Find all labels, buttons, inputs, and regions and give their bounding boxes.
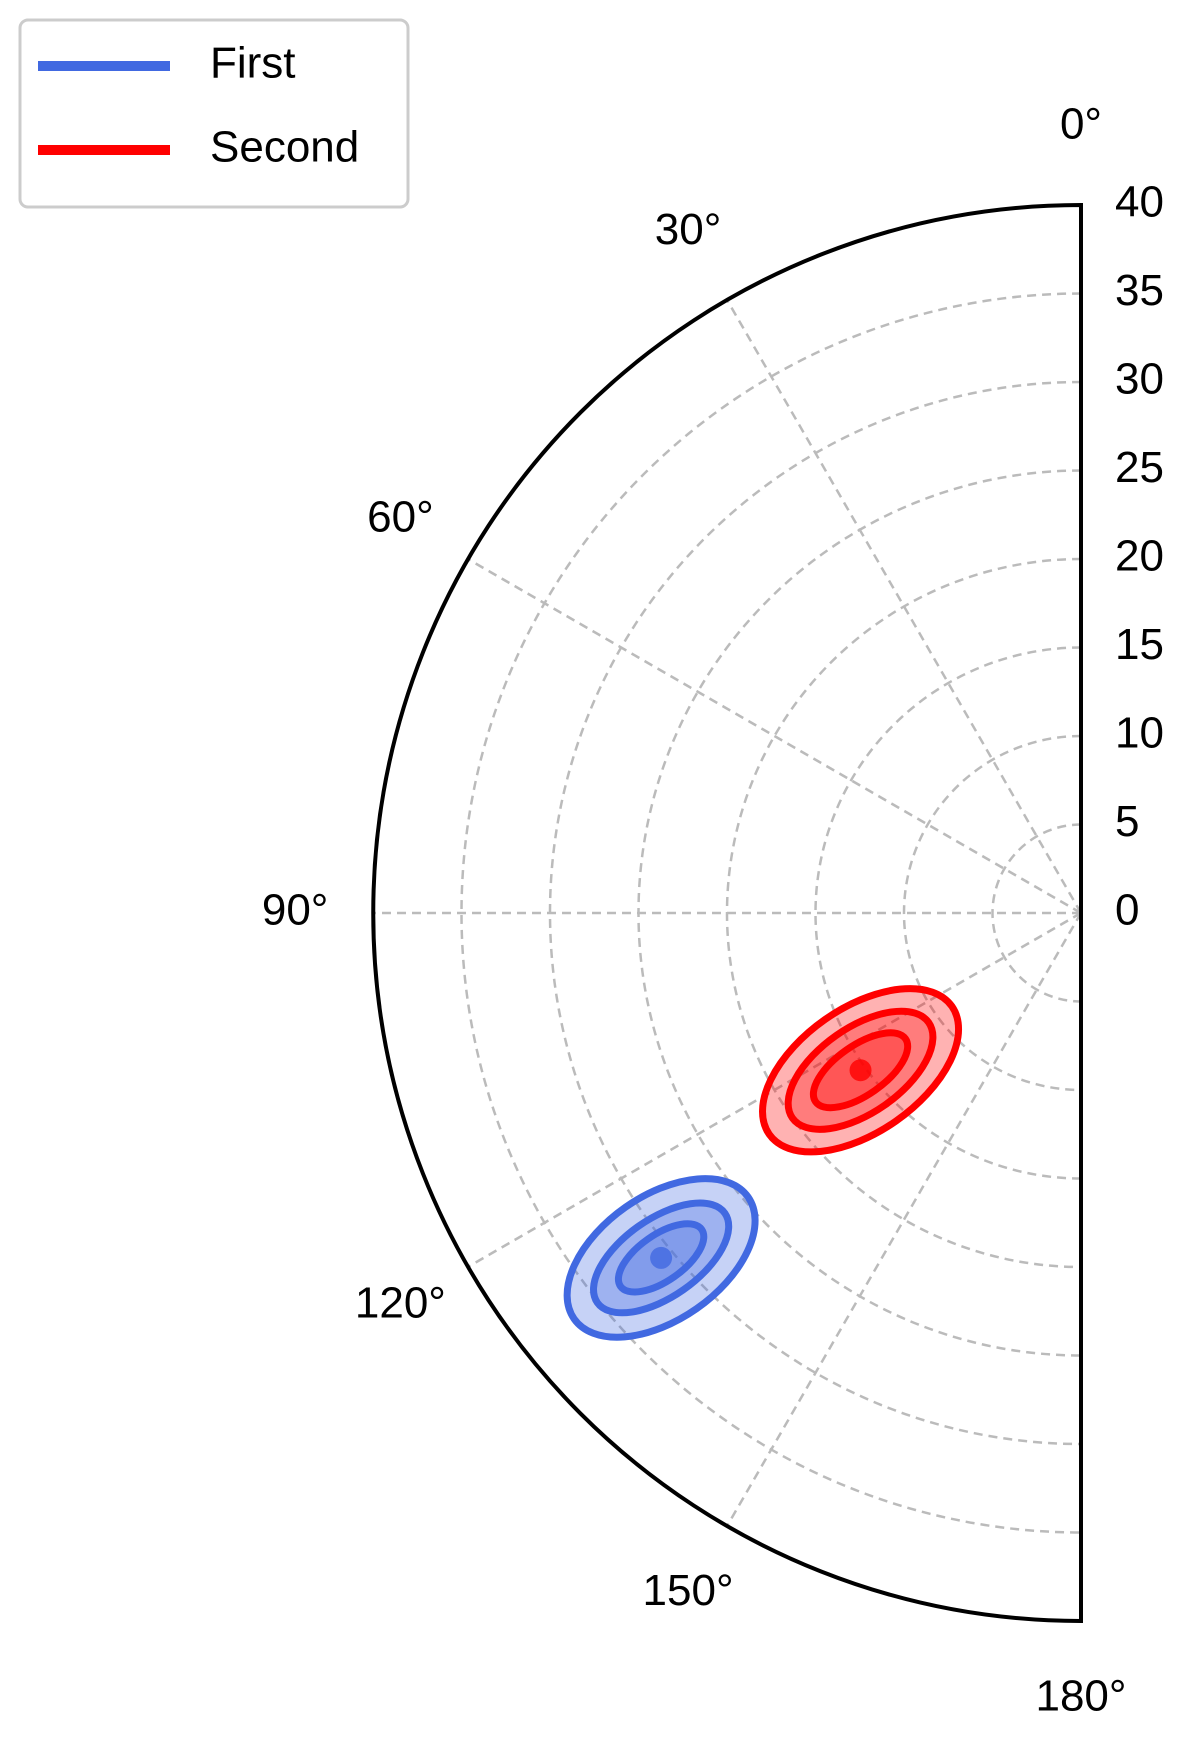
- center-point: [849, 1059, 872, 1082]
- r-tick-label: 5: [1115, 797, 1139, 846]
- r-tick-label: 0: [1115, 886, 1139, 935]
- grid-circle: [548, 380, 1082, 1446]
- grid: [373, 292, 1083, 1534]
- theta-tick-label: 60°: [367, 493, 434, 542]
- plot-area: [563, 985, 963, 1341]
- legend-label: First: [210, 39, 296, 88]
- center-point: [650, 1246, 673, 1269]
- grid-spoke: [725, 299, 1083, 914]
- r-tick-label: 25: [1115, 443, 1164, 492]
- r-tick-label: 15: [1115, 620, 1164, 669]
- r-tick-label: 35: [1115, 266, 1164, 315]
- r-tick-label: 30: [1115, 355, 1164, 404]
- r-tick-label: 10: [1115, 709, 1164, 758]
- theta-tick-label: 0°: [1060, 100, 1102, 149]
- grid-spoke: [467, 557, 1082, 915]
- theta-tick-label: 90°: [262, 886, 329, 935]
- grid-circle: [991, 823, 1082, 1003]
- r-tick-label: 20: [1115, 532, 1164, 581]
- grid-circle: [460, 292, 1082, 1534]
- polar-frame: [371, 202, 1083, 1624]
- axes: 0 5 10 15 20 25 30 35 40 0° 30° 60° 90° 120° 150° 180°: [262, 100, 1164, 1721]
- r-tick-label: 40: [1115, 178, 1164, 227]
- grid-circle: [902, 734, 1082, 1092]
- theta-tick-label: 150°: [643, 1566, 734, 1615]
- legend-label: Second: [210, 123, 359, 172]
- grid-spoke: [467, 911, 1082, 1269]
- legend: First Second: [18, 18, 410, 209]
- grid-spoke: [725, 912, 1083, 1527]
- theta-tick-label: 120°: [355, 1279, 446, 1328]
- theta-tick-label: 180°: [1035, 1672, 1126, 1721]
- theta-tick-label: 30°: [655, 205, 722, 254]
